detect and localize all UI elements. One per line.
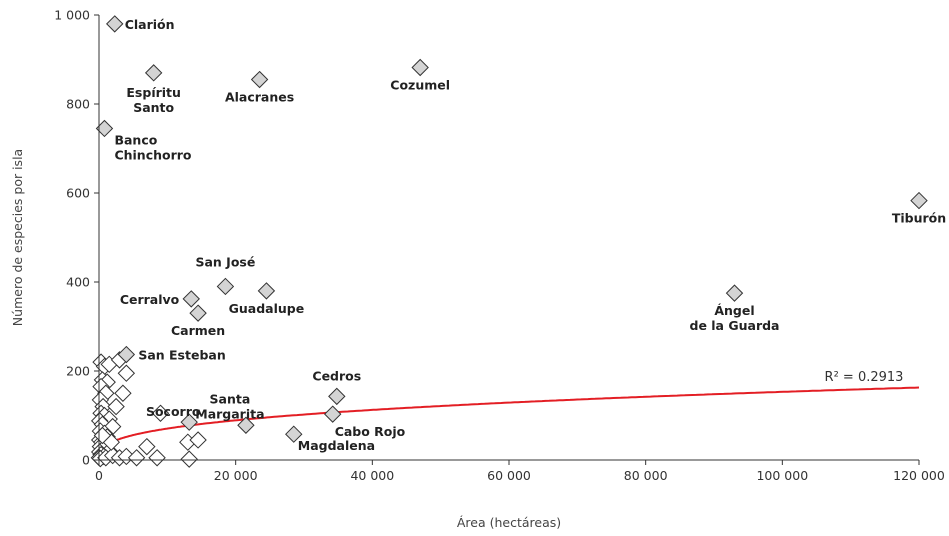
y-tick-label: 400 [66,275,90,290]
data-point [180,450,198,468]
data-point [127,449,146,467]
data-point [117,364,136,382]
x-axis-ticks: 0 20 000 40 000 60 000 80 000 100 000 120 000 [95,460,945,483]
point-label: Carmen [171,323,225,338]
y-axis-title: Número de especies por isla [10,149,25,326]
markers-layer [90,15,928,468]
x-tick-label: 80 000 [624,468,668,483]
x-tick-label: 0 [95,468,103,483]
point-label: Cerralvo [120,292,180,307]
plot-area: Clarión Espíritu Santo Alacranes Cozumel Banc… [90,15,946,468]
x-tick-label: 40 000 [350,468,394,483]
x-tick-label: 20 000 [214,468,258,483]
data-point [107,397,125,416]
x-tick-label: 120 000 [893,468,945,483]
data-point-labeled [182,290,200,308]
point-label: Socorro [146,404,201,419]
point-label: Banco Chinchorro [114,132,191,162]
r-squared-label: R² = 0.2913 [825,370,904,385]
y-tick-label: 200 [66,364,90,379]
point-label: Cedros [312,368,361,383]
data-point-labeled [910,191,928,210]
data-point-labeled [328,387,346,406]
point-label: Magdalena [298,438,375,453]
data-point-labeled [189,304,207,322]
point-label: Ángel de la Guarda [690,303,780,333]
y-axis-ticks: 0 200 400 600 800 1 000 [54,8,99,468]
point-label: San José [195,254,255,269]
data-point-labeled [106,15,124,33]
data-point [189,431,207,449]
data-point-labeled [411,58,429,77]
data-point-labeled [250,70,269,89]
data-point-labeled [323,405,342,423]
y-tick-label: 1 000 [54,8,90,23]
data-point-labeled [237,416,255,434]
data-point-labeled [144,64,163,82]
data-point-labeled [725,284,744,302]
y-tick-label: 800 [66,97,90,112]
data-point [148,449,166,467]
data-point [151,404,170,422]
data-point-labeled [257,282,276,300]
y-tick-label: 0 [82,453,90,468]
data-point-labeled [117,345,136,364]
data-point [93,426,112,445]
point-label: San Esteban [138,348,225,363]
point-label: Santa Margarita [195,391,264,421]
point-label: Cabo Rojo [335,424,406,439]
point-label: Espíritu Santo [126,85,181,115]
data-point [138,437,156,456]
point-label: Guadalupe [229,301,305,316]
point-label: Alacranes [225,90,294,105]
x-axis-title: Área (hectáreas) [457,515,561,530]
data-point-labeled [285,425,303,443]
point-label: Cozumel [390,78,450,93]
data-point-labeled [216,277,235,296]
data-point [114,384,132,402]
data-point-labeled [180,413,198,431]
fit-curve [99,386,920,453]
y-tick-label: 600 [66,186,90,201]
point-label: Clarión [125,17,175,32]
x-tick-label: 100 000 [756,468,808,483]
x-tick-label: 60 000 [487,468,531,483]
point-labels-layer: Clarión Espíritu Santo Alacranes Cozumel Banc… [114,17,946,453]
point-label: Tiburón [892,211,946,226]
